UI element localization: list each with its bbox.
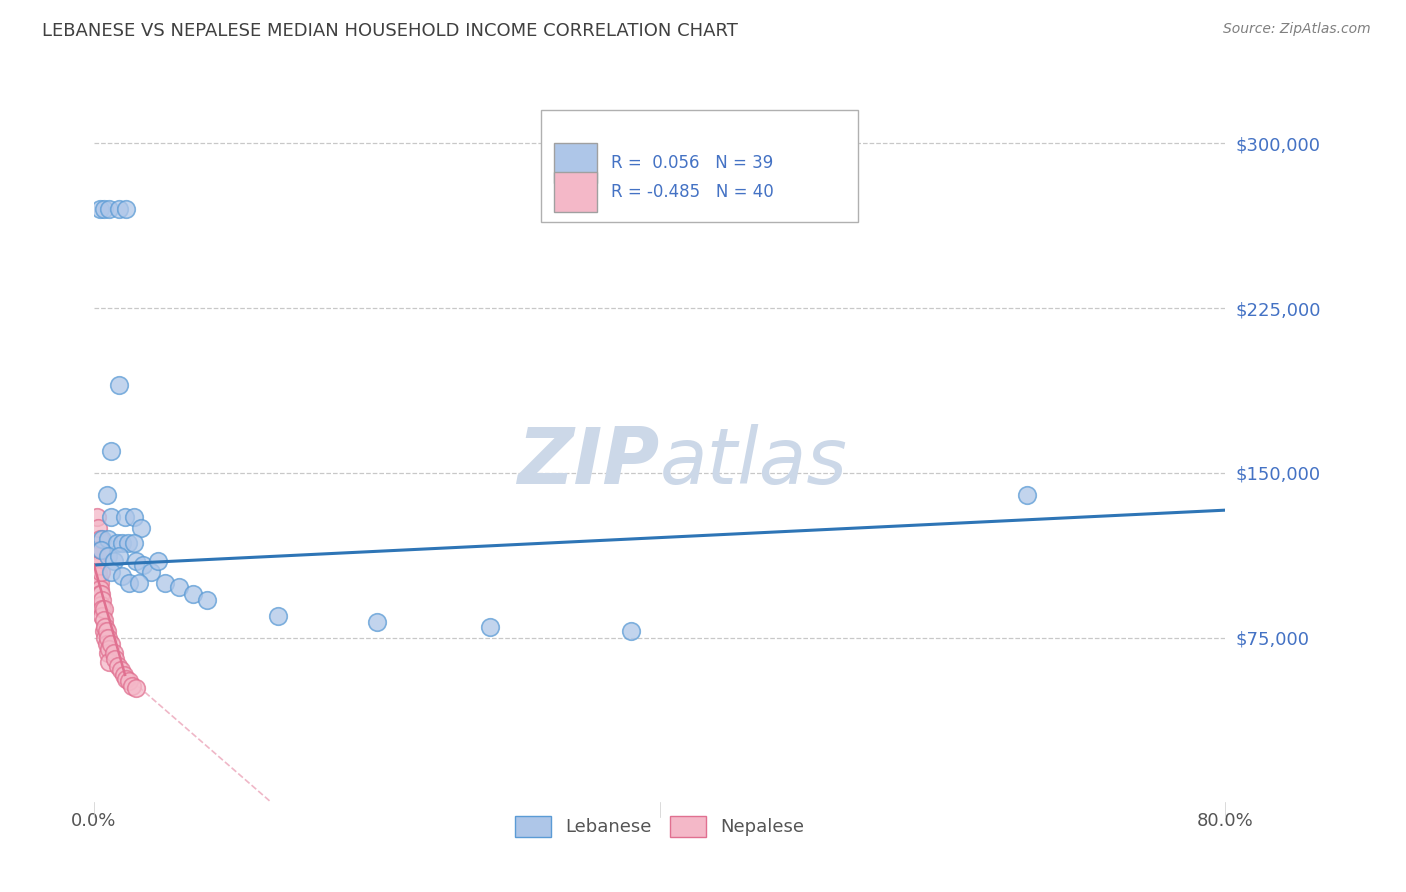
Point: [122, 509, 145, 524]
Point: [125, 554, 148, 568]
Point: [87, 569, 110, 583]
Point: [91, 593, 114, 607]
Point: [90, 586, 112, 600]
Point: [112, 668, 135, 682]
Point: [125, 681, 148, 695]
Point: [129, 521, 152, 535]
Point: [98, 641, 121, 656]
Point: [108, 378, 131, 392]
Point: [153, 575, 176, 590]
Point: [195, 593, 218, 607]
Point: [96, 488, 118, 502]
FancyBboxPatch shape: [541, 110, 858, 222]
Point: [111, 536, 134, 550]
Point: [89, 202, 111, 217]
Text: R =  0.056   N = 39: R = 0.056 N = 39: [612, 153, 773, 171]
Point: [96, 624, 118, 638]
Point: [100, 509, 122, 524]
Point: [478, 619, 501, 633]
Point: [94, 631, 117, 645]
Point: [97, 631, 120, 645]
Point: [86, 549, 108, 564]
Text: ZIP: ZIP: [517, 424, 659, 500]
FancyBboxPatch shape: [554, 171, 598, 211]
Point: [91, 532, 114, 546]
Point: [87, 565, 110, 579]
Point: [108, 202, 131, 217]
Point: [107, 659, 129, 673]
Point: [90, 565, 112, 579]
Point: [90, 598, 112, 612]
Point: [100, 443, 122, 458]
Point: [104, 652, 127, 666]
Point: [89, 575, 111, 590]
Point: [122, 536, 145, 550]
Point: [114, 509, 136, 524]
Point: [84, 542, 107, 557]
Point: [87, 575, 110, 590]
Point: [91, 608, 114, 623]
Text: atlas: atlas: [659, 424, 848, 500]
Point: [87, 521, 110, 535]
Point: [93, 624, 115, 638]
Point: [117, 536, 139, 550]
Point: [118, 674, 141, 689]
Point: [103, 646, 125, 660]
Point: [121, 679, 143, 693]
Point: [108, 549, 131, 564]
Point: [110, 664, 132, 678]
Legend: Lebanese, Nepalese: Lebanese, Nepalese: [508, 809, 811, 844]
Point: [89, 582, 111, 597]
Point: [93, 613, 115, 627]
Text: R = -0.485   N = 40: R = -0.485 N = 40: [612, 183, 773, 201]
Point: [90, 542, 112, 557]
Point: [620, 624, 643, 638]
Point: [89, 586, 111, 600]
Point: [86, 509, 108, 524]
Point: [366, 615, 388, 629]
Point: [115, 202, 138, 217]
Point: [89, 532, 111, 546]
Point: [97, 532, 120, 546]
Point: [90, 542, 112, 557]
Point: [1017, 488, 1039, 502]
Point: [100, 565, 122, 579]
Point: [93, 202, 115, 217]
Point: [97, 646, 120, 660]
Text: Source: ZipAtlas.com: Source: ZipAtlas.com: [1223, 22, 1371, 37]
Point: [103, 554, 125, 568]
Point: [96, 637, 118, 651]
Point: [146, 554, 169, 568]
Point: [139, 565, 162, 579]
Point: [93, 602, 115, 616]
Point: [267, 608, 290, 623]
Point: [128, 575, 150, 590]
Point: [105, 536, 128, 550]
Point: [97, 549, 120, 564]
FancyBboxPatch shape: [554, 143, 598, 183]
Point: [98, 655, 121, 669]
Point: [132, 558, 155, 572]
Point: [86, 558, 108, 572]
Point: [100, 637, 122, 651]
Point: [167, 580, 190, 594]
Point: [98, 202, 121, 217]
Point: [181, 586, 204, 600]
Point: [91, 602, 114, 616]
Point: [115, 673, 138, 687]
Point: [118, 575, 141, 590]
Point: [111, 569, 134, 583]
Text: LEBANESE VS NEPALESE MEDIAN HOUSEHOLD INCOME CORRELATION CHART: LEBANESE VS NEPALESE MEDIAN HOUSEHOLD IN…: [42, 22, 738, 40]
Point: [94, 619, 117, 633]
